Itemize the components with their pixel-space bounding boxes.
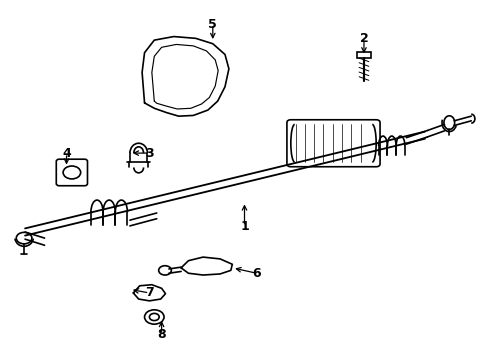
Text: 8: 8 [157,328,165,341]
Text: 5: 5 [208,18,217,31]
FancyBboxPatch shape [56,159,87,186]
Text: 4: 4 [62,147,71,159]
Text: 3: 3 [145,147,153,159]
Text: 1: 1 [240,220,248,233]
Text: 6: 6 [252,267,261,280]
Text: 7: 7 [145,287,154,300]
FancyBboxPatch shape [286,120,379,167]
Text: 2: 2 [359,32,367,45]
Bar [356,51,370,58]
